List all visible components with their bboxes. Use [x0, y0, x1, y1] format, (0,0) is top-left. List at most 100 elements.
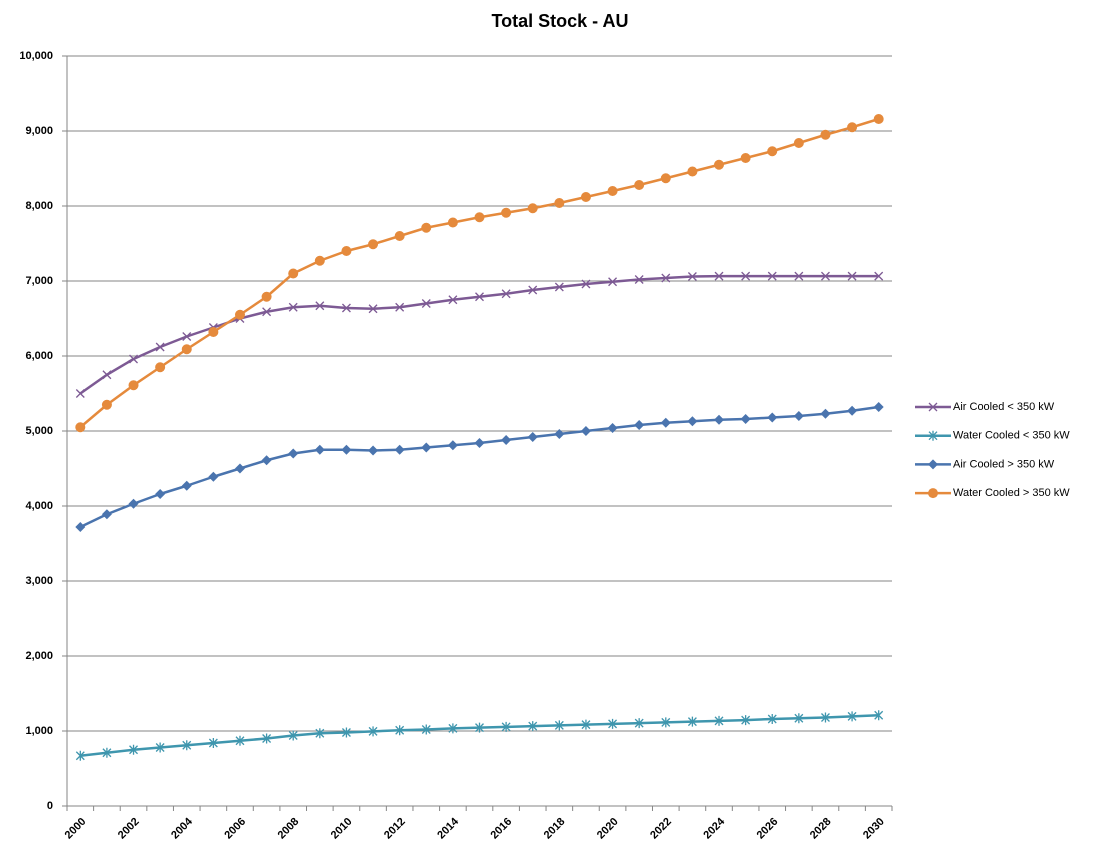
point: [660, 417, 671, 428]
point: [181, 344, 192, 355]
y-tick-label: 3,000: [25, 575, 53, 587]
y-tick-label: 1,000: [25, 725, 53, 737]
legend-label: Water Cooled > 350 kW: [953, 487, 1070, 499]
point: [580, 426, 591, 436]
point: [129, 744, 138, 755]
point: [581, 279, 591, 289]
x-tick-label: 2026: [755, 816, 781, 842]
point: [368, 239, 379, 250]
x-tick-label: 2020: [595, 816, 621, 842]
point: [581, 719, 591, 730]
point: [341, 246, 352, 256]
x-tick-label: 2010: [329, 816, 355, 842]
y-tick-label: 8,000: [25, 200, 53, 212]
y-tick-label: 7,000: [25, 275, 53, 287]
series-line: [79, 405, 879, 529]
x-tick-label: 2022: [648, 816, 674, 842]
point: [661, 273, 671, 283]
point: [608, 277, 618, 287]
point: [447, 440, 458, 451]
point: [501, 207, 512, 218]
point: [129, 354, 138, 364]
point: [448, 723, 458, 734]
point: [341, 444, 352, 455]
point: [580, 192, 591, 202]
y-tick-label: 2,000: [25, 650, 53, 662]
point: [475, 292, 484, 302]
point: [75, 422, 86, 433]
point: [821, 712, 830, 723]
point: [261, 455, 272, 466]
point: [475, 722, 484, 733]
series-line: [79, 274, 879, 395]
point: [767, 146, 778, 157]
x-tick-label: 2002: [116, 816, 142, 842]
point: [874, 271, 884, 281]
point: [687, 272, 697, 281]
point: [288, 302, 298, 312]
legend-label: Air Cooled < 350 kW: [953, 401, 1055, 413]
legend-label: Air Cooled > 350 kW: [953, 458, 1055, 470]
point: [101, 509, 112, 520]
point: [394, 444, 405, 455]
point: [554, 282, 564, 292]
point: [447, 217, 458, 228]
series-line: [79, 117, 880, 429]
x-tick-label: 2028: [808, 816, 834, 842]
point: [767, 714, 777, 724]
point: [527, 432, 538, 442]
point: [928, 488, 938, 499]
y-tick-label: 6,000: [25, 350, 53, 362]
point: [501, 721, 511, 732]
point: [847, 122, 858, 133]
point: [634, 420, 645, 430]
point: [607, 423, 618, 433]
point: [102, 747, 112, 758]
point: [368, 304, 378, 314]
point: [820, 129, 831, 140]
point: [528, 285, 538, 295]
x-tick-label: 2008: [276, 816, 302, 842]
point: [421, 724, 431, 735]
point: [554, 720, 564, 731]
point: [928, 430, 938, 441]
point: [714, 414, 725, 425]
point: [288, 268, 299, 279]
point: [687, 716, 697, 727]
point: [262, 307, 272, 317]
point: [847, 711, 857, 722]
point: [341, 727, 351, 738]
point: [181, 480, 192, 491]
point: [741, 715, 751, 726]
point: [394, 231, 405, 241]
chart-title: Total Stock - AU: [491, 11, 628, 31]
point: [554, 198, 565, 208]
series-line: [80, 714, 879, 757]
point: [501, 435, 512, 445]
y-tick-label: 10,000: [19, 50, 53, 62]
point: [474, 212, 485, 223]
point: [155, 362, 166, 373]
point: [873, 402, 884, 412]
point: [740, 414, 751, 424]
point: [234, 463, 245, 474]
point: [208, 738, 218, 748]
point: [741, 271, 751, 281]
x-tick-label: 2018: [542, 816, 568, 842]
point: [634, 275, 644, 284]
y-tick-label: 0: [47, 800, 53, 812]
point: [793, 138, 804, 148]
point: [554, 429, 565, 439]
point: [315, 728, 325, 739]
y-tick-label: 5,000: [25, 425, 53, 437]
point: [847, 405, 858, 416]
x-tick-label: 2014: [435, 815, 461, 841]
point: [314, 444, 325, 455]
point: [155, 742, 165, 753]
x-tick-label: 2000: [63, 816, 89, 842]
x-tick-label: 2004: [169, 815, 195, 841]
point: [155, 489, 166, 499]
point: [501, 289, 511, 299]
point: [714, 271, 724, 281]
point: [368, 726, 378, 737]
